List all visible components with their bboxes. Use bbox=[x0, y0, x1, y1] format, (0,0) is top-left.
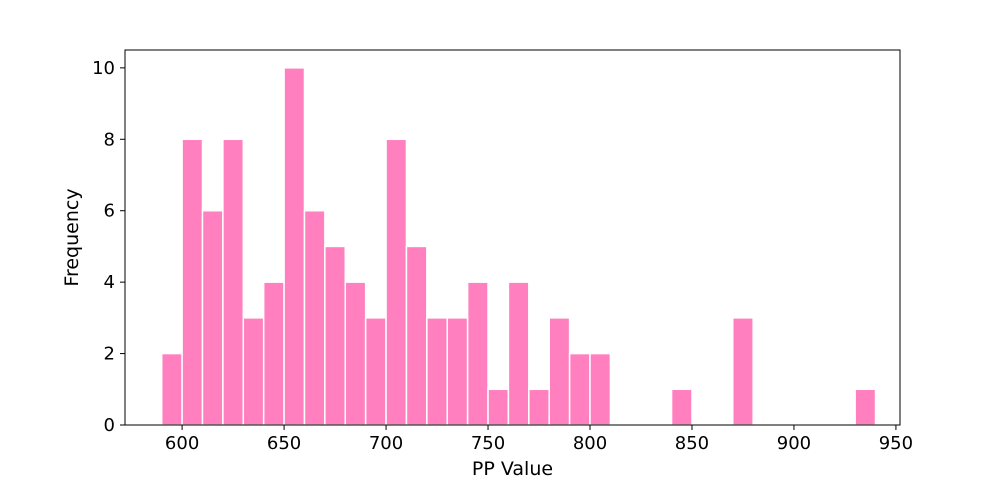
histogram-bar bbox=[181, 138, 204, 426]
histogram-bar bbox=[364, 317, 387, 426]
histogram-bar bbox=[242, 317, 265, 426]
histogram-bar bbox=[446, 317, 469, 426]
y-tick-label: 8 bbox=[104, 129, 115, 150]
histogram-bar bbox=[385, 138, 408, 426]
x-axis-label: PP Value bbox=[472, 458, 553, 480]
x-tick-label: 800 bbox=[573, 433, 607, 454]
x-tick-label: 850 bbox=[675, 433, 709, 454]
histogram-bar bbox=[344, 281, 367, 426]
histogram-bar bbox=[283, 67, 306, 426]
y-tick-label: 2 bbox=[104, 344, 115, 365]
x-axis-ticks: 600 650 700 750 800 850 900 950 bbox=[165, 425, 913, 454]
histogram-bar bbox=[303, 209, 326, 426]
x-tick-label: 650 bbox=[267, 433, 301, 454]
y-tick-label: 0 bbox=[104, 415, 115, 436]
histogram-bar bbox=[160, 352, 183, 426]
y-axis-label: Frequency bbox=[61, 188, 83, 286]
x-tick-label: 700 bbox=[369, 433, 403, 454]
x-tick-label: 900 bbox=[777, 433, 811, 454]
histogram-bar bbox=[487, 388, 510, 426]
histogram-bar bbox=[568, 352, 591, 426]
x-tick-label: 950 bbox=[879, 433, 913, 454]
y-tick-label: 4 bbox=[104, 272, 115, 293]
y-axis-ticks: 0 2 4 6 8 10 bbox=[92, 58, 125, 436]
histogram-bar bbox=[426, 317, 448, 426]
y-tick-label: 6 bbox=[104, 201, 115, 222]
histogram-bar bbox=[222, 138, 245, 426]
histogram-bar bbox=[324, 245, 347, 426]
histogram-bar bbox=[507, 281, 530, 426]
bars-group bbox=[160, 67, 877, 426]
x-tick-label: 600 bbox=[165, 433, 199, 454]
histogram-bar bbox=[548, 317, 571, 426]
histogram-bar bbox=[528, 388, 550, 426]
histogram-bar bbox=[589, 352, 612, 426]
histogram-bar bbox=[732, 317, 754, 426]
histogram-bar bbox=[854, 388, 877, 426]
plot-frame bbox=[124, 49, 901, 426]
histogram-bar bbox=[670, 388, 693, 426]
x-tick-label: 750 bbox=[471, 433, 505, 454]
histogram-bar bbox=[201, 209, 224, 426]
histogram-bar bbox=[466, 281, 489, 426]
y-tick-label: 10 bbox=[92, 58, 115, 79]
histogram-bar bbox=[262, 281, 285, 426]
histogram-bar bbox=[405, 245, 428, 426]
